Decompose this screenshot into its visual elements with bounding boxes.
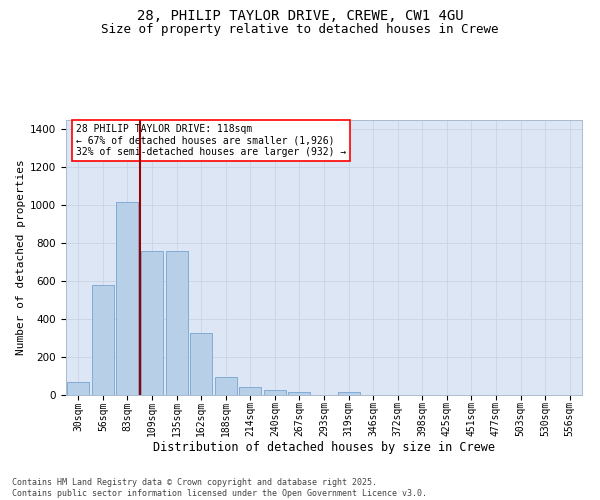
X-axis label: Distribution of detached houses by size in Crewe: Distribution of detached houses by size …	[153, 440, 495, 454]
Bar	[215, 378, 237, 395]
Text: 28, PHILIP TAYLOR DRIVE, CREWE, CW1 4GU: 28, PHILIP TAYLOR DRIVE, CREWE, CW1 4GU	[137, 9, 463, 23]
Bar	[338, 392, 359, 395]
Text: Size of property relative to detached houses in Crewe: Size of property relative to detached ho…	[101, 22, 499, 36]
Bar	[116, 202, 139, 395]
Bar	[190, 334, 212, 395]
Text: 28 PHILIP TAYLOR DRIVE: 118sqm
← 67% of detached houses are smaller (1,926)
32% : 28 PHILIP TAYLOR DRIVE: 118sqm ← 67% of …	[76, 124, 347, 158]
Bar	[166, 251, 188, 395]
Text: Contains HM Land Registry data © Crown copyright and database right 2025.
Contai: Contains HM Land Registry data © Crown c…	[12, 478, 427, 498]
Bar	[92, 286, 114, 395]
Bar	[239, 388, 262, 395]
Y-axis label: Number of detached properties: Number of detached properties	[16, 160, 26, 356]
Bar	[264, 390, 286, 395]
Bar	[67, 382, 89, 395]
Bar	[289, 392, 310, 395]
Bar	[141, 251, 163, 395]
